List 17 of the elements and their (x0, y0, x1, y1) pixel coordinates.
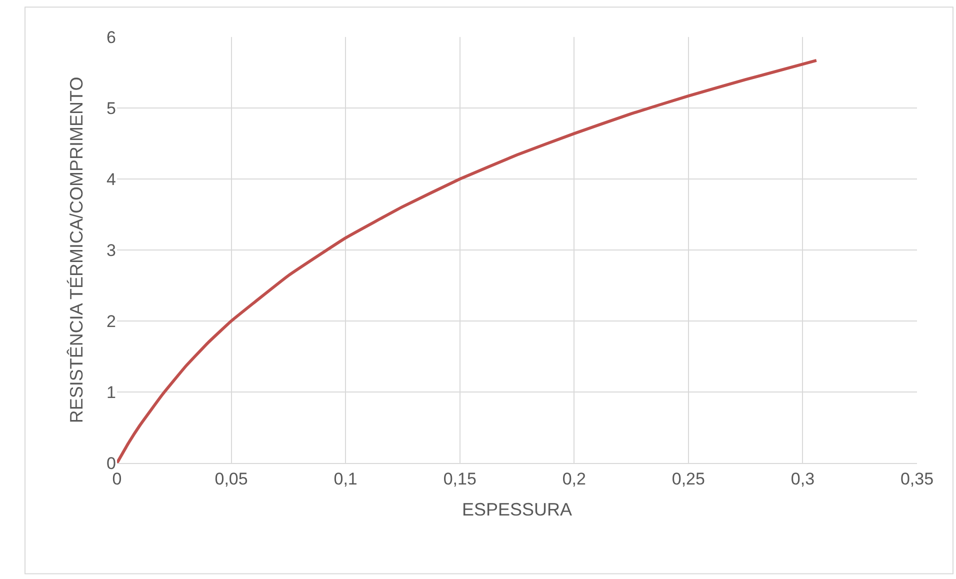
y-tick-label: 5 (106, 98, 116, 118)
y-tick-label: 3 (106, 240, 116, 260)
x-tick-label: 0,3 (790, 469, 815, 488)
x-tick-label: 0,1 (334, 469, 358, 488)
y-tick-label: 0 (106, 454, 116, 473)
x-tick-label: 0,35 (900, 469, 934, 488)
y-tick-label: 2 (106, 312, 116, 331)
line-series (117, 58, 818, 463)
x-tick-label: 0,25 (672, 469, 705, 488)
y-axis-title: RESISTÊNCIA TÉRMICA/COMPRIMENTO (66, 76, 87, 424)
x-axis-title: ESPESSURA (462, 500, 572, 520)
y-tick-label: 4 (106, 170, 116, 189)
x-tick-label: 0,15 (443, 469, 476, 488)
x-tick-label: 0,05 (214, 469, 248, 488)
y-tick-label: 6 (106, 28, 116, 47)
x-tick-label: 0,2 (562, 469, 586, 488)
y-tick-label: 1 (106, 382, 116, 402)
